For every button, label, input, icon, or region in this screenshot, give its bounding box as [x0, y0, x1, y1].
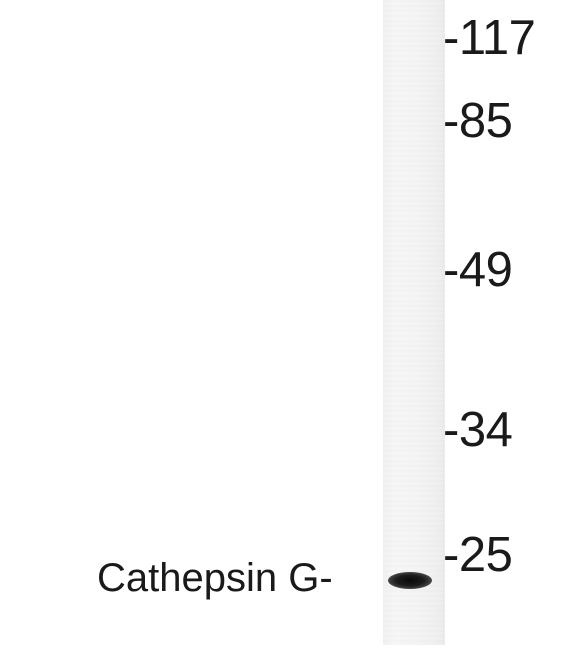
marker-117-label: -117: [443, 11, 536, 65]
marker-49-label: -49: [443, 243, 513, 297]
protein-band: [388, 572, 432, 589]
marker-25-label: -25: [443, 528, 513, 582]
marker-34-label: -34: [443, 403, 513, 457]
blot-lane: [383, 0, 445, 645]
marker-85-label: -85: [443, 94, 513, 148]
protein-label: Cathepsin G-: [97, 556, 333, 600]
